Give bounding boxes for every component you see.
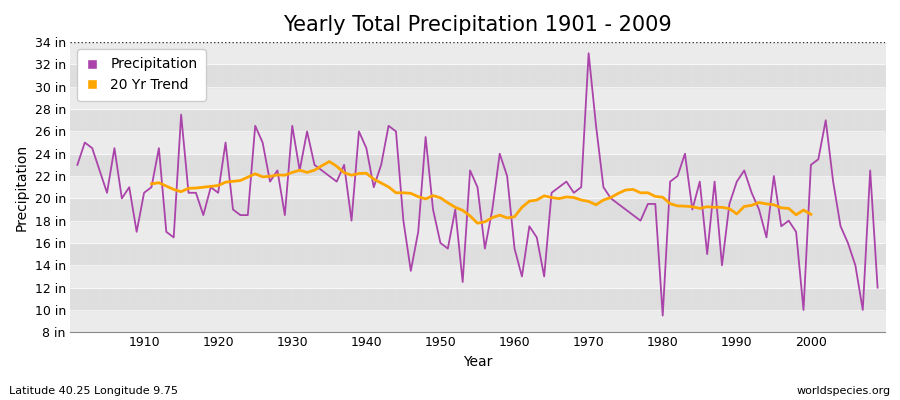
Legend: Precipitation, 20 Yr Trend: Precipitation, 20 Yr Trend [76,49,206,101]
X-axis label: Year: Year [463,355,492,369]
Y-axis label: Precipitation: Precipitation [15,144,29,231]
Title: Yearly Total Precipitation 1901 - 2009: Yearly Total Precipitation 1901 - 2009 [284,15,672,35]
Text: Latitude 40.25 Longitude 9.75: Latitude 40.25 Longitude 9.75 [9,386,178,396]
Text: worldspecies.org: worldspecies.org [796,386,891,396]
